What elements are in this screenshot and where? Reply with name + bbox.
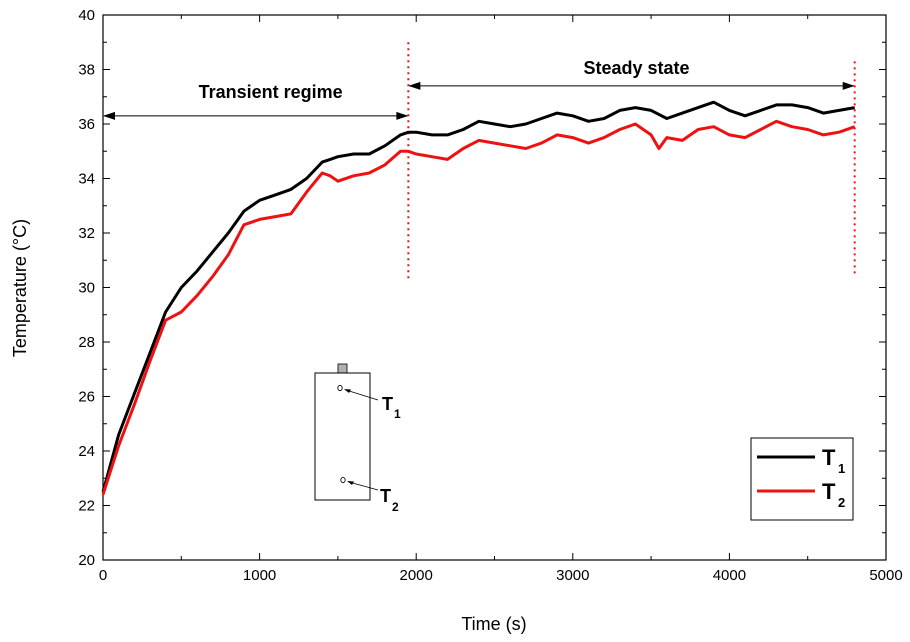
x-tick-label: 0: [99, 567, 107, 584]
sensor-body: [314, 372, 371, 501]
sensor-inset-diagram: T 1 T 2: [314, 363, 401, 514]
y-tick-label: 26: [78, 389, 95, 406]
y-tick-label: 38: [78, 62, 95, 79]
y-tick-label: 30: [78, 280, 95, 297]
sensor-t2-marker: [340, 476, 346, 484]
transient-regime-label: Transient regime: [199, 82, 343, 102]
x-axis-ticks: 0 1000 2000 3000 4000 5000: [99, 15, 903, 584]
sensor-t2-subscript: 2: [392, 500, 399, 514]
x-tick-label: 1000: [243, 567, 276, 584]
regime-annotations: Transient regime Steady state: [103, 58, 855, 120]
series-line-t2: [101, 119, 856, 496]
transient-arrowhead-left: [103, 111, 115, 120]
legend-t1-subscript: 1: [838, 461, 845, 476]
y-tick-label: 24: [78, 443, 95, 460]
legend-t2-label: T: [822, 479, 836, 504]
y-tick-label: 36: [78, 116, 95, 133]
sensor-t1-pointer: [345, 389, 379, 401]
steady-arrowhead-right: [842, 81, 855, 90]
sensor-t1-arrowhead: [344, 389, 351, 393]
sensor-t1-subscript: 1: [394, 407, 401, 421]
sensor-t1-label: T: [382, 394, 393, 414]
x-tick-label: 3000: [556, 567, 589, 584]
transient-arrowhead-right: [396, 111, 409, 120]
y-tick-label: 22: [78, 498, 95, 515]
y-tick-label: 40: [78, 7, 95, 24]
y-tick-label: 34: [78, 171, 95, 188]
y-tick-label: 28: [78, 334, 95, 351]
legend-box: [750, 437, 854, 521]
y-axis-title: Temperature (°C): [10, 219, 30, 357]
steady-arrowhead-left: [408, 81, 421, 90]
data-series: [101, 100, 856, 496]
sensor-t1-marker: [337, 384, 343, 392]
x-axis-title: Time (s): [461, 614, 526, 634]
legend: T 1 T 2: [750, 437, 854, 521]
y-tick-label: 32: [78, 225, 95, 242]
sensor-cap-icon: [337, 363, 348, 374]
x-tick-label: 4000: [713, 567, 746, 584]
steady-state-label: Steady state: [583, 58, 689, 78]
legend-t2-subscript: 2: [838, 495, 845, 510]
y-tick-label: 20: [78, 552, 95, 569]
x-tick-label: 2000: [400, 567, 433, 584]
legend-t1-label: T: [822, 445, 836, 470]
sensor-t2-label: T: [380, 486, 391, 506]
x-tick-label: 5000: [869, 567, 902, 584]
series-line-t1: [101, 100, 855, 493]
sensor-t2-arrowhead: [347, 481, 354, 485]
sensor-t2-pointer: [348, 481, 379, 491]
